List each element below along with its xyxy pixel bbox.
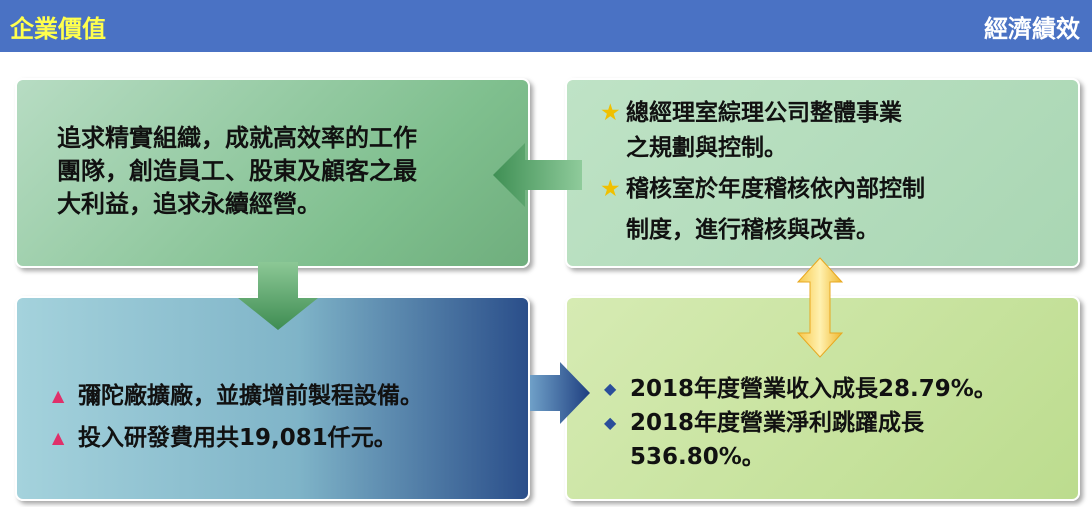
text-line: 2018年度營業收入成長28.79%。 (630, 376, 997, 402)
bullet-item: ◆ 2018年度營業淨利跳躍成長 536.80%。 (604, 406, 997, 474)
bullet-item: ▲ 投入研發費用共19,081仟元。 (52, 417, 423, 459)
bullet-item: ★ 稽核室於年度稽核依內部控制 制度，進行稽核與改善。 (600, 172, 925, 248)
text-line: 投入研發費用共19,081仟元。 (78, 425, 397, 451)
diamond-icon: ◆ (604, 379, 617, 398)
text-line: 團隊，創造員工、股東及顧客之最 (57, 157, 417, 185)
text-line: 之規劃與控制。 (626, 135, 787, 161)
control-text: ★ 總經理室綜理公司整體事業 之規劃與控制。 ★ 稽核室於年度稽核依內部控制 制度，進行… (600, 96, 925, 248)
text-line: 總經理室綜理公司整體事業 (626, 100, 902, 126)
diamond-icon: ◆ (604, 413, 617, 432)
investment-box (15, 296, 530, 501)
right-arrow (530, 362, 590, 424)
text-line: 彌陀廠擴廠，並擴增前製程設備。 (78, 383, 423, 409)
bullet-item: ◆ 2018年度營業收入成長28.79%。 (604, 372, 997, 406)
text-line: 制度，進行稽核與改善。 (626, 217, 879, 243)
mission-text: 追求精實組織，成就高效率的工作 團隊，創造員工、股東及顧客之最 大利益，追求永續… (57, 122, 417, 221)
text-line: 大利益，追求永續經營。 (57, 190, 321, 218)
text-line: 稽核室於年度稽核依內部控制 (626, 176, 925, 202)
triangle-icon: ▲ (52, 428, 65, 447)
header-section: 經濟績效 (984, 15, 1080, 43)
star-icon: ★ (600, 176, 621, 202)
triangle-icon: ▲ (52, 386, 65, 405)
left-arrow (493, 143, 582, 207)
double-arrow (796, 257, 844, 358)
performance-text: ◆ 2018年度營業收入成長28.79%。 ◆ 2018年度營業淨利跳躍成長 536.… (604, 372, 997, 474)
bullet-item: ▲ 彌陀廠擴廠，並擴增前製程設備。 (52, 375, 423, 417)
header-bar: 企業價值 經濟績效 (0, 0, 1092, 52)
down-arrow (238, 262, 318, 330)
bullet-item: ★ 總經理室綜理公司整體事業 之規劃與控制。 (600, 96, 925, 166)
text-line: 追求精實組織，成就高效率的工作 (57, 124, 417, 152)
investment-text: ▲ 彌陀廠擴廠，並擴增前製程設備。 ▲ 投入研發費用共19,081仟元。 (52, 375, 423, 459)
text-line: 2018年度營業淨利跳躍成長 (630, 410, 925, 436)
header-title: 企業價值 (10, 15, 106, 43)
text-line: 536.80%。 (630, 444, 765, 470)
star-icon: ★ (600, 100, 621, 126)
